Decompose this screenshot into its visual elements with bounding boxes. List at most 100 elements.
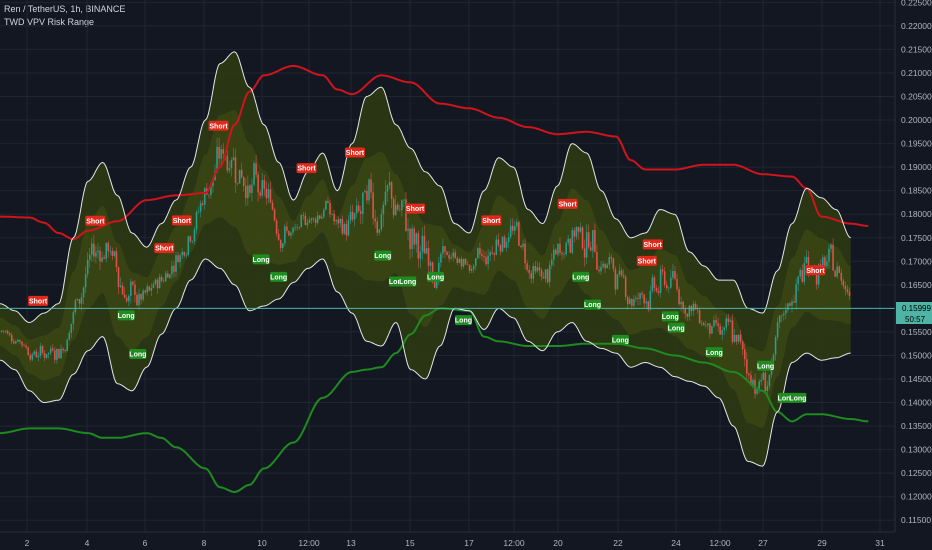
candle-body [370,179,372,193]
candle-body [438,262,440,278]
candle-body [433,279,436,288]
candle-body [82,287,85,298]
signal-text: Short [209,123,228,130]
candle-body [709,323,711,334]
candle-body [263,180,266,189]
candle-body [49,348,52,353]
y-axis[interactable]: 0.22500 0.22000 0.21500 0.21000 0.20500 0.200… [894,0,932,550]
long-signal-label: Long [757,360,774,371]
long-signal-label: Long [374,250,391,261]
candle-body [117,267,120,287]
candle-body [452,252,454,258]
candle-body [758,381,760,389]
candle-body [526,263,528,270]
candle-body [384,191,387,205]
long-signal-label: Long [611,334,629,345]
candle-body [405,199,407,231]
candle-body [766,386,769,392]
candle-body [150,287,153,291]
candle-body [265,188,268,199]
candle-body [378,229,381,233]
candle-body [444,246,446,252]
candle-body [197,211,200,213]
candle-body [803,263,806,282]
x-tick-label: 31 [875,538,885,548]
candle-body [127,296,130,302]
candle-body [633,299,635,306]
countdown-badge: 50:57 [905,315,926,324]
candle-body [148,286,151,291]
candle-body [503,236,506,248]
signal-text: Short [482,218,501,225]
candle-body [259,192,261,196]
candle-body [514,226,516,231]
candle-body [828,248,830,262]
candle-body [308,219,311,223]
candle-body [635,297,637,300]
y-tick-label: 0.17000 [901,256,932,266]
signal-badge [427,271,445,282]
x-tick-label: 6 [143,538,148,548]
candle-body [848,291,851,296]
candle-body [493,253,496,255]
signals[interactable]: Short Short Long Long Short Short Short Long Lon… [28,120,826,403]
signal-badge [399,276,417,287]
candle-body [160,276,163,281]
x-tick-label: 10 [257,538,267,548]
candle-body [624,276,627,297]
candle-body [45,354,48,358]
candle-body [310,218,313,220]
candle-body [179,255,181,263]
candle-body [415,233,418,245]
candle-body [251,184,253,193]
x-tick-label: 20 [553,538,563,548]
y-tick-label: 0.21000 [901,68,932,78]
long-signal-label: Long [789,392,806,403]
candle-body [491,252,494,254]
candle-body [824,257,826,267]
candle-body [651,277,654,292]
y-tick-label: 0.18500 [901,186,932,196]
signal-text: Short [29,298,48,305]
x-axis[interactable]: 2 4 6 8 10 12:00 13 15 17 12:00 20 22 24 12:00 27 29 31 [0,531,895,548]
candle-body [700,322,703,324]
candle-body [158,276,161,289]
candle-body [746,359,748,374]
signal-text: Short [297,166,316,173]
candle-body [472,265,475,270]
candle-body [663,271,666,285]
candle-body [240,169,243,178]
candle-body [785,309,787,314]
candle-body [312,218,315,220]
short-signal-label: Short [642,239,663,250]
candle-body [74,300,77,313]
y-tick-label: 0.14000 [901,398,932,408]
candle-body [446,251,448,256]
candle-body [553,249,555,260]
candle-body [269,189,272,203]
signal-text: Short [644,242,663,249]
candle-body [505,241,508,248]
candle-body [573,230,576,237]
candle-body [8,333,11,336]
candle-body [281,243,284,248]
x-tick-label: 12:00 [503,538,525,548]
signal-badge [252,254,270,265]
candle-body [201,203,204,205]
candle-body [187,236,190,255]
candle-body [425,248,428,254]
x-tick-label: 22 [613,538,623,548]
signal-text: Short [346,150,365,157]
candle-body [596,252,598,270]
candle-body [594,230,596,253]
candle-body [614,269,617,290]
candle-body [70,323,73,333]
candle-body [670,277,672,288]
candle-body [729,320,732,322]
signal-badge [611,334,629,345]
candle-body [542,276,545,279]
candle-body [394,204,397,216]
candle-body [610,257,613,259]
candle-body [99,250,101,262]
